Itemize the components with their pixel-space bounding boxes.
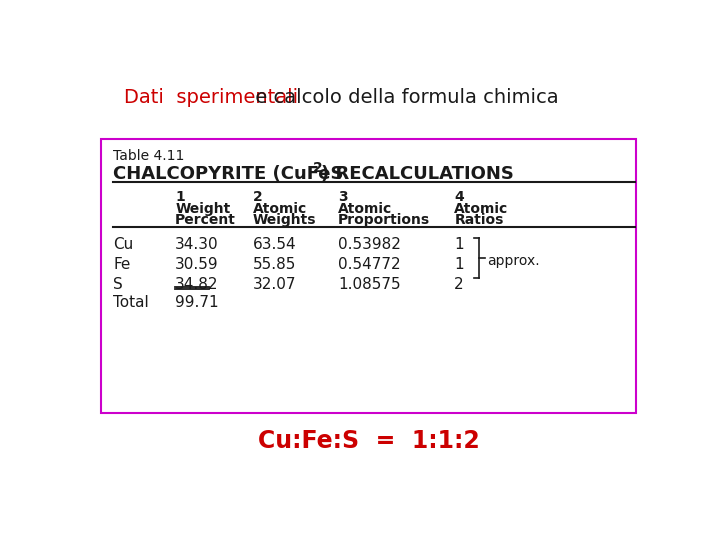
Text: Cu:Fe:S  =  1:1:2: Cu:Fe:S = 1:1:2 [258, 429, 480, 453]
Text: S: S [113, 276, 123, 292]
Text: ) RECALCULATIONS: ) RECALCULATIONS [321, 165, 514, 183]
Text: 1: 1 [454, 237, 464, 252]
FancyBboxPatch shape [101, 139, 636, 413]
Text: Table 4.11: Table 4.11 [113, 150, 184, 164]
Text: Atomic: Atomic [338, 202, 392, 216]
Text: e calcolo della formula chimica: e calcolo della formula chimica [249, 88, 559, 107]
Text: Dati  sperimentali: Dati sperimentali [124, 88, 298, 107]
Text: 63.54: 63.54 [253, 237, 297, 252]
Text: Atomic: Atomic [454, 202, 508, 216]
Text: Proportions: Proportions [338, 213, 430, 227]
Text: 99.71: 99.71 [175, 295, 219, 310]
Text: 32.07: 32.07 [253, 276, 296, 292]
Text: 0.54772: 0.54772 [338, 256, 400, 272]
Text: 34.82: 34.82 [175, 276, 219, 292]
Text: Weights: Weights [253, 213, 316, 227]
Text: 1.08575: 1.08575 [338, 276, 400, 292]
Text: 55.85: 55.85 [253, 256, 296, 272]
Text: Percent: Percent [175, 213, 236, 227]
Text: 2: 2 [313, 161, 323, 175]
Text: approx.: approx. [487, 254, 540, 268]
Text: CHALCOPYRITE (CuFeS: CHALCOPYRITE (CuFeS [113, 165, 343, 183]
Text: Ratios: Ratios [454, 213, 503, 227]
Text: 2: 2 [253, 190, 263, 204]
Text: Cu: Cu [113, 237, 133, 252]
Text: 2: 2 [454, 276, 464, 292]
Text: 1: 1 [454, 256, 464, 272]
Text: 34.30: 34.30 [175, 237, 219, 252]
Text: Weight: Weight [175, 202, 230, 216]
Text: Atomic: Atomic [253, 202, 307, 216]
Text: 0.53982: 0.53982 [338, 237, 401, 252]
Text: 30.59: 30.59 [175, 256, 219, 272]
Text: 4: 4 [454, 190, 464, 204]
Text: 3: 3 [338, 190, 348, 204]
Text: Total: Total [113, 295, 149, 310]
Text: Fe: Fe [113, 256, 130, 272]
Text: 1: 1 [175, 190, 185, 204]
